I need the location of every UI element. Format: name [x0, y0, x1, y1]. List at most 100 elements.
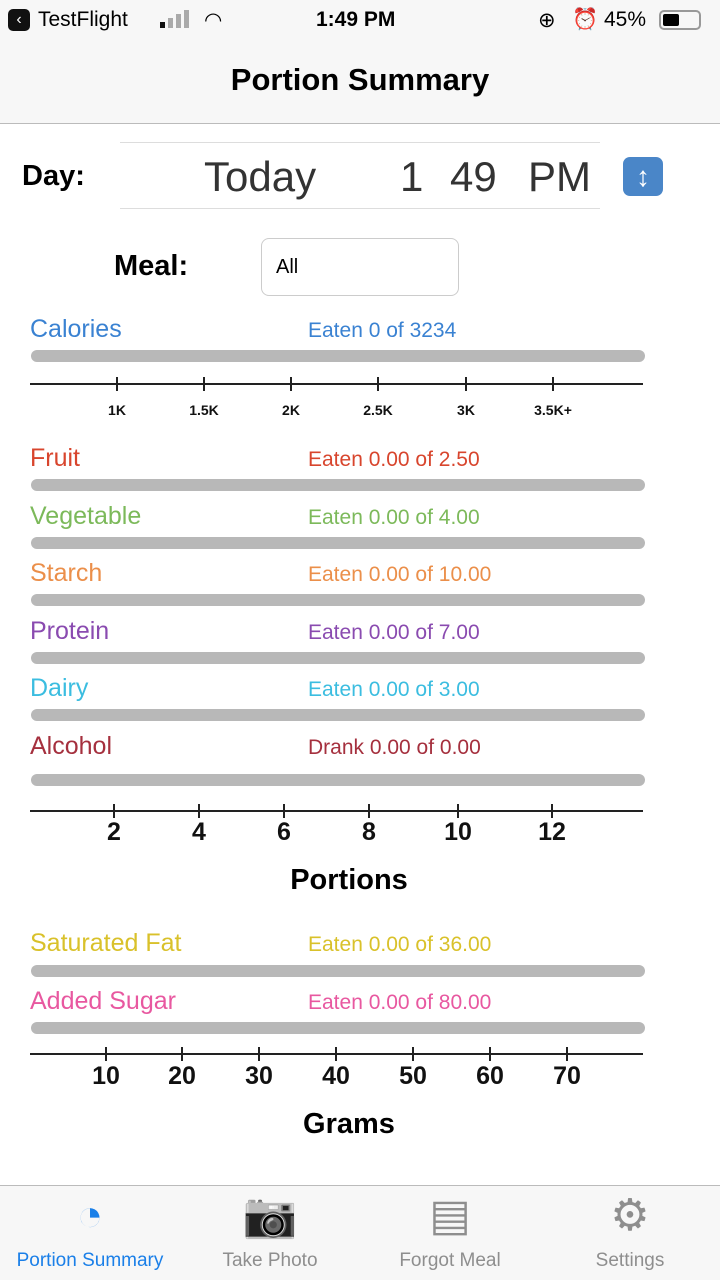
page-title: Portion Summary [230, 62, 490, 97]
starch-label: Starch [30, 559, 103, 587]
tab-take-photo[interactable]: 📷 Take Photo [180, 1190, 360, 1272]
protein-progress-bar [31, 652, 645, 664]
dairy-progress-bar [31, 709, 645, 721]
grams-tick-label: 20 [168, 1062, 196, 1090]
portions-tick [457, 804, 459, 818]
up-down-arrow-icon[interactable]: ↕ [623, 157, 663, 196]
signal-icon [160, 10, 192, 28]
portions-tick-label: 8 [362, 818, 376, 846]
day-time-picker[interactable]: Today 1 49 PM [120, 142, 600, 209]
calories-status: Eaten 0 of 3234 [308, 319, 457, 342]
rotation-lock-icon: ⊕ [538, 9, 556, 32]
calories-tick [465, 377, 467, 391]
tab-label: Take Photo [222, 1250, 318, 1271]
meal-select[interactable]: All [261, 238, 459, 296]
portions-tick [198, 804, 200, 818]
starch-progress-bar [31, 594, 645, 606]
calories-tick-label: 3K [457, 402, 475, 418]
grams-tick [412, 1047, 414, 1061]
portions-tick-label: 2 [107, 818, 121, 846]
picker-hour[interactable]: 1 [400, 153, 424, 200]
saturated-fat-label: Saturated Fat [30, 929, 182, 957]
grams-axis-title: Grams [303, 1108, 395, 1140]
portions-tick-label: 12 [538, 818, 566, 846]
added-sugar-status: Eaten 0.00 of 80.00 [308, 991, 492, 1014]
meal-value: All [276, 256, 299, 278]
tab-settings[interactable]: ⚙ Settings [540, 1190, 720, 1272]
portions-axis-title: Portions [290, 864, 408, 896]
pie-chart-icon: ◔ [76, 1191, 104, 1240]
vegetable-progress-bar [31, 537, 645, 549]
fruit-status: Eaten 0.00 of 2.50 [308, 448, 480, 471]
calories-tick [116, 377, 118, 391]
camera-icon: 📷 [242, 1191, 298, 1240]
grams-tick [489, 1047, 491, 1061]
fruit-progress-bar [31, 479, 645, 491]
added-sugar-label: Added Sugar [30, 987, 176, 1015]
tab-forgot-meal[interactable]: ▤ Forgot Meal [360, 1190, 540, 1272]
battery-percent: 45% [604, 8, 647, 31]
back-icon[interactable]: ‹ [8, 9, 30, 31]
wifi-icon: ◠ [204, 9, 223, 32]
fruit-label: Fruit [30, 444, 80, 472]
battery-icon [659, 10, 701, 30]
tab-label: Portion Summary [16, 1250, 164, 1271]
vegetable-label: Vegetable [30, 502, 142, 530]
portions-tick-label: 6 [277, 818, 291, 846]
back-app-label[interactable]: TestFlight [38, 8, 128, 31]
calories-axis [30, 383, 643, 385]
portions-axis [30, 810, 643, 812]
calories-tick [552, 377, 554, 391]
alarm-icon: ⏰ [572, 8, 599, 31]
calories-tick-label: 1.5K [189, 402, 219, 418]
calories-tick [290, 377, 292, 391]
grams-tick [258, 1047, 260, 1061]
calories-progress-bar [31, 350, 645, 362]
tab-label: Forgot Meal [399, 1250, 501, 1271]
portions-tick-label: 10 [444, 818, 472, 846]
grams-tick [335, 1047, 337, 1061]
grams-tick-label: 70 [553, 1062, 581, 1090]
picker-minute[interactable]: 49 [450, 153, 497, 200]
vegetable-status: Eaten 0.00 of 4.00 [308, 506, 480, 529]
grams-tick [566, 1047, 568, 1061]
calories-tick [377, 377, 379, 391]
day-label: Day: [22, 160, 85, 192]
portions-tick [113, 804, 115, 818]
dairy-status: Eaten 0.00 of 3.00 [308, 678, 480, 701]
picker-ampm[interactable]: PM [528, 153, 591, 200]
alcohol-label: Alcohol [30, 732, 112, 760]
calories-label: Calories [30, 315, 122, 343]
tab-label: Settings [595, 1250, 665, 1271]
protein-label: Protein [30, 617, 110, 645]
document-icon: ▤ [429, 1191, 471, 1240]
portions-tick-label: 4 [192, 818, 206, 846]
grams-tick-label: 10 [92, 1062, 120, 1090]
portions-tick [283, 804, 285, 818]
status-bar: ‹ TestFlight ◠ 1:49 PM ⊕ ⏰ 45% [0, 0, 720, 40]
saturated-fat-progress-bar [31, 965, 645, 977]
calories-tick [203, 377, 205, 391]
tab-portion-summary[interactable]: ◔ Portion Summary [0, 1190, 180, 1272]
portions-tick [368, 804, 370, 818]
grams-tick-label: 40 [322, 1062, 350, 1090]
grams-tick [105, 1047, 107, 1061]
picker-day[interactable]: Today [204, 153, 317, 200]
grams-tick-label: 60 [476, 1062, 504, 1090]
tab-bar [0, 1185, 720, 1280]
grams-tick [181, 1047, 183, 1061]
alcohol-status: Drank 0.00 of 0.00 [308, 736, 481, 759]
grams-tick-label: 50 [399, 1062, 427, 1090]
meal-label: Meal: [114, 250, 189, 282]
clock: 1:49 PM [316, 8, 396, 31]
added-sugar-progress-bar [31, 1022, 645, 1034]
gear-icon: ⚙ [610, 1191, 650, 1240]
nav-bar [0, 40, 720, 124]
portions-tick [551, 804, 553, 818]
alcohol-progress-bar [31, 774, 645, 786]
dairy-label: Dairy [30, 674, 89, 702]
grams-tick-label: 30 [245, 1062, 273, 1090]
calories-tick-label: 2K [282, 402, 300, 418]
saturated-fat-status: Eaten 0.00 of 36.00 [308, 933, 492, 956]
calories-tick-label: 2.5K [363, 402, 393, 418]
